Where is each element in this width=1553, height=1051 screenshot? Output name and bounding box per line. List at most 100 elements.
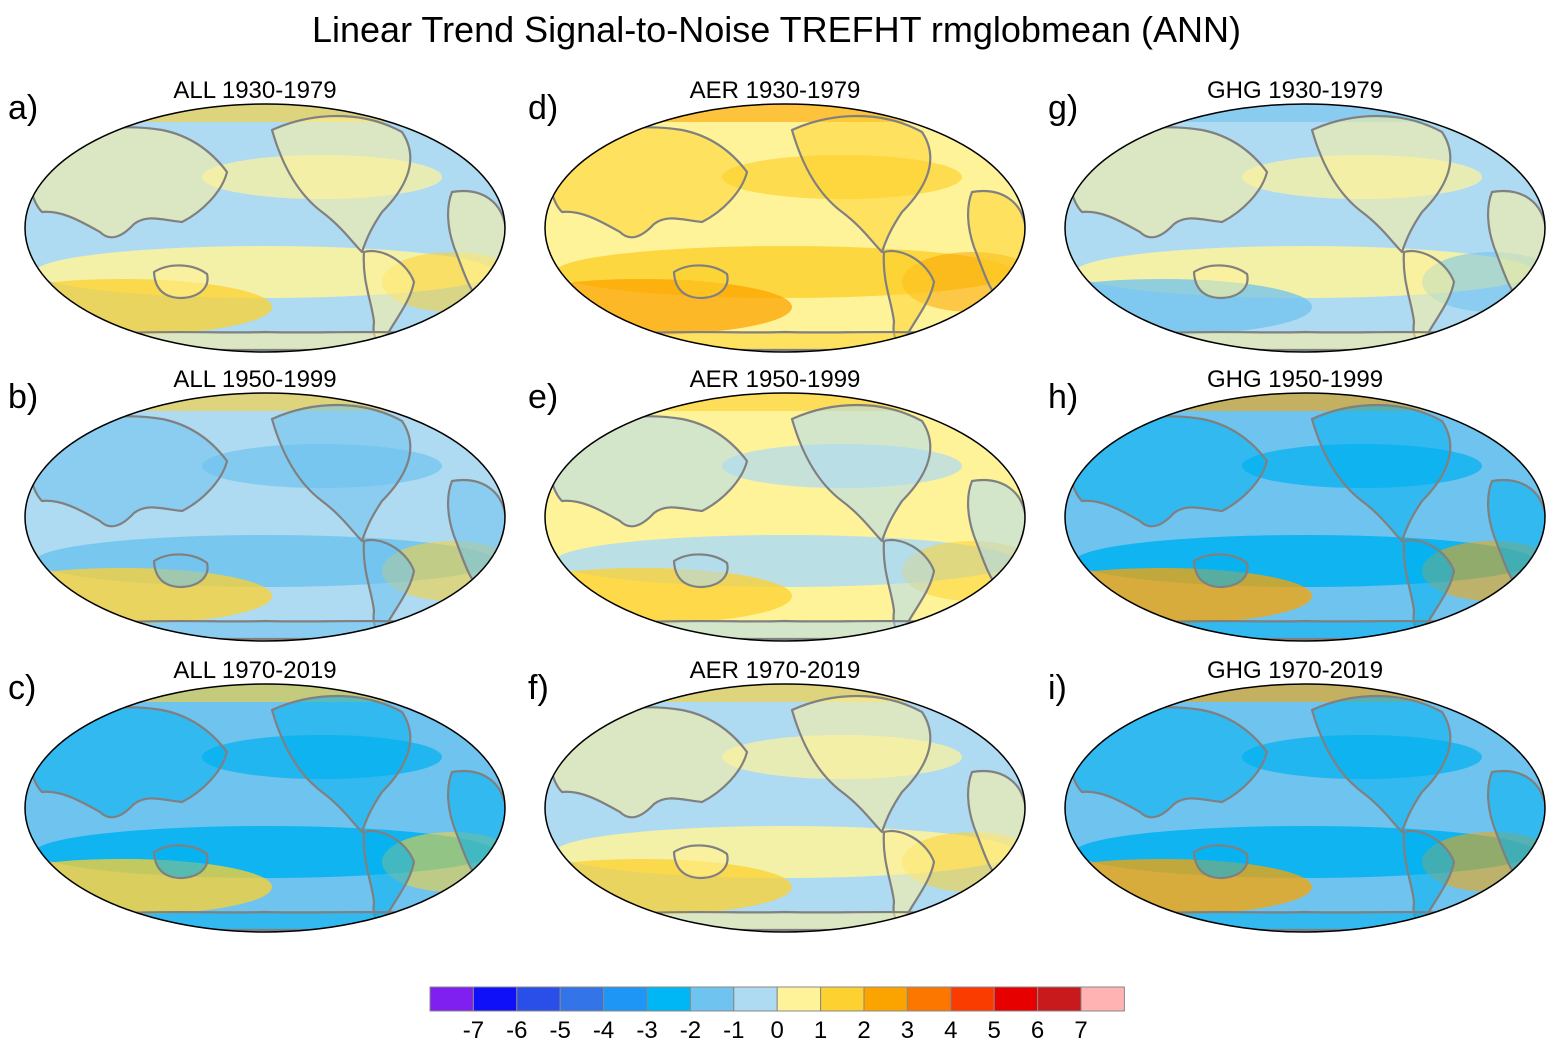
- coastline-australia: [672, 553, 729, 589]
- panel-title: AER 1970-2019: [689, 657, 861, 684]
- panel-title: ALL 1950-1999: [173, 366, 337, 393]
- coastline-australia: [152, 553, 209, 589]
- panel-e: AER 1950-1999 e): [528, 366, 1026, 647]
- map-border: [1064, 392, 1546, 642]
- panel-c: ALL 1970-2019 c): [8, 657, 506, 938]
- panel-letter: d): [528, 89, 559, 127]
- coastline-antarctica: [580, 619, 994, 641]
- colorbar-swatch: [863, 986, 908, 1012]
- panel-h: GHG 1950-1999 h): [1048, 366, 1546, 647]
- colorbar-swatch: [559, 986, 605, 1012]
- colorbar-swatch: [950, 986, 995, 1012]
- colorbar-tick-label: -1: [723, 1017, 744, 1044]
- arctic-band: [1065, 104, 1545, 122]
- colorbar-tick-label: -7: [463, 1017, 484, 1044]
- coastline-asia: [1068, 126, 1269, 239]
- panel-letter: a): [8, 89, 39, 127]
- map-border: [24, 103, 506, 353]
- map-c: [24, 683, 506, 933]
- panel-title: GHG 1930-1979: [1206, 77, 1384, 104]
- colorbar-swatch: [472, 986, 518, 1012]
- panel-letter: b): [8, 378, 39, 416]
- coastline-namerica: [270, 694, 412, 834]
- coastline-namerica: [270, 114, 412, 254]
- arctic-band: [1065, 393, 1545, 411]
- colorbar-swatch: [429, 986, 474, 1012]
- coastline-australia: [1192, 264, 1249, 300]
- colorbar: -7 -6 -5 -4 -3 -2 -1 0 1 2 3 4 5 6 7: [429, 986, 1125, 1044]
- map-a: [24, 103, 506, 353]
- colorbar-swatch: [1037, 986, 1082, 1012]
- panel-title: AER 1930-1979: [689, 77, 861, 104]
- arctic-band: [545, 393, 1025, 411]
- coastline-antarctica: [1100, 910, 1514, 932]
- map-border: [24, 392, 506, 642]
- arctic-band: [545, 684, 1025, 702]
- coastline-asia: [1068, 706, 1269, 819]
- colorbar-tick-label: -2: [680, 1017, 701, 1044]
- coastline-australia: [672, 844, 729, 880]
- coastline-australia: [152, 844, 209, 880]
- colorbar-tick-label: 0: [771, 1017, 784, 1044]
- panel-a: ALL 1930-1979 a): [8, 77, 506, 358]
- panel-title: ALL 1930-1979: [173, 77, 337, 104]
- panel-title: GHG 1950-1999: [1206, 366, 1384, 393]
- coastline-namerica: [1310, 403, 1452, 543]
- map-border: [544, 392, 1026, 642]
- panel-letter: f): [528, 669, 549, 707]
- coastline-namerica: [1310, 694, 1452, 834]
- arctic-band: [25, 684, 505, 702]
- coastline-australia: [1192, 553, 1249, 589]
- colorbar-tick-label: -5: [550, 1017, 571, 1044]
- panel-title: GHG 1970-2019: [1206, 657, 1384, 684]
- map-border: [544, 103, 1026, 353]
- coastline-antarctica: [60, 910, 474, 932]
- map-b: [24, 392, 506, 642]
- colorbar-tick-label: -4: [593, 1017, 614, 1044]
- coastline-namerica: [790, 114, 932, 254]
- arctic-band: [1065, 684, 1545, 702]
- panel-letter: c): [8, 669, 37, 707]
- panel-letter: e): [528, 378, 559, 416]
- coastline-australia: [152, 264, 209, 300]
- coastline-antarctica: [60, 619, 474, 641]
- panel-i: GHG 1970-2019 i): [1048, 657, 1546, 938]
- panel-b: ALL 1950-1999 b): [8, 366, 506, 647]
- colorbar-swatch: [516, 986, 561, 1012]
- coastline-namerica: [790, 403, 932, 543]
- panel-letter: h): [1048, 378, 1079, 416]
- map-e: [544, 392, 1026, 642]
- colorbar-tick-label: 7: [1074, 1017, 1087, 1044]
- coastline-asia: [28, 706, 229, 819]
- map-f: [544, 683, 1026, 933]
- map-h: [1064, 392, 1546, 642]
- coastline-namerica: [1310, 114, 1452, 254]
- coastline-asia: [28, 415, 229, 528]
- colorbar-tick-label: -6: [506, 1017, 527, 1044]
- coastline-antarctica: [60, 330, 474, 352]
- colorbar-tick-label: 2: [857, 1017, 870, 1044]
- arctic-band: [25, 393, 505, 411]
- map-g: [1064, 103, 1546, 353]
- map-d: [544, 103, 1026, 353]
- coastline-asia: [28, 126, 229, 239]
- colorbar-tick-label: 3: [901, 1017, 914, 1044]
- coastline-asia: [548, 706, 749, 819]
- colorbar-swatch: [1080, 986, 1125, 1012]
- panel-d: AER 1930-1979 d): [528, 77, 1026, 358]
- colorbar-swatch: [906, 986, 952, 1012]
- panel-title: AER 1950-1999: [689, 366, 861, 393]
- coastline-antarctica: [1100, 619, 1514, 641]
- coastline-australia: [672, 264, 729, 300]
- coastline-asia: [548, 126, 749, 239]
- panel-letter: i): [1048, 669, 1067, 707]
- arctic-band: [25, 104, 505, 122]
- coastline-antarctica: [1100, 330, 1514, 352]
- colorbar-swatch: [820, 986, 865, 1012]
- colorbar-tick-label: 4: [944, 1017, 957, 1044]
- panel-title: ALL 1970-2019: [173, 657, 337, 684]
- colorbar-tick-label: 1: [814, 1017, 827, 1044]
- map-i: [1064, 683, 1546, 933]
- panel-letter: g): [1048, 89, 1079, 127]
- map-border: [1064, 683, 1546, 933]
